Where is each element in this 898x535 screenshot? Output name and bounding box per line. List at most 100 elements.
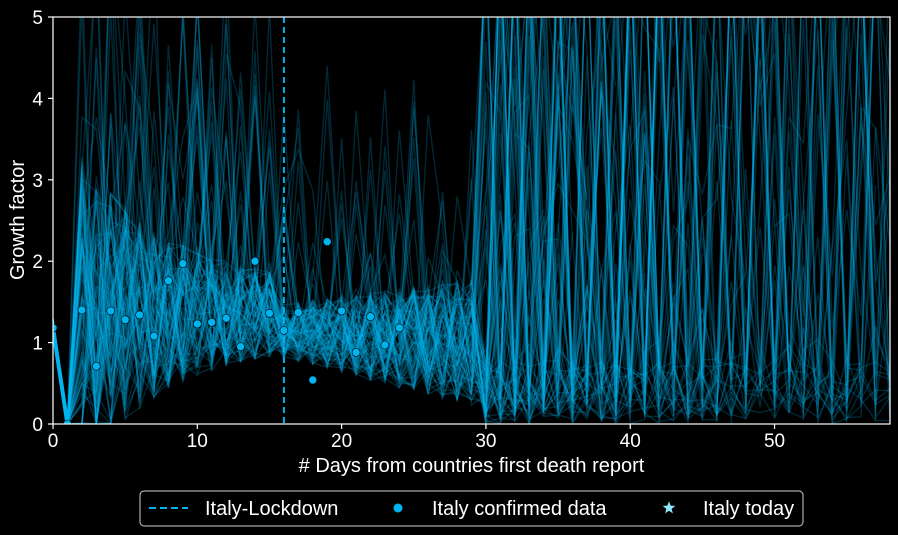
italy-data-point — [279, 326, 289, 335]
italy-data-point — [106, 306, 115, 316]
simulation-trace — [53, 17, 890, 424]
simulation-trace — [53, 17, 890, 424]
legend-italy-data-swatch — [393, 503, 403, 513]
simulation-trace — [53, 17, 890, 424]
legend-italy-data-label: Italy confirmed data — [432, 498, 607, 520]
italy-data-point — [394, 323, 404, 333]
simulation-trace — [53, 17, 890, 424]
simulation-trace — [53, 17, 890, 424]
x-tick-label: 0 — [48, 431, 59, 452]
simulation-trace — [53, 17, 890, 424]
y-tick-label: 5 — [32, 8, 43, 29]
simulation-trace — [53, 17, 571, 424]
simulation-trace — [53, 17, 704, 424]
simulation-trace — [53, 147, 473, 424]
simulation-trace — [53, 17, 631, 424]
simulation-trace — [53, 17, 675, 424]
legend-box — [139, 490, 804, 527]
legend-italy-today-swatch — [660, 498, 678, 516]
simulation-trace — [53, 17, 528, 424]
x-tick-label: 30 — [475, 431, 496, 452]
simulation-trace — [53, 17, 890, 424]
italy-data-point — [77, 305, 87, 315]
simulation-trace — [53, 98, 559, 424]
simulation-trace — [53, 17, 890, 424]
simulation-trace — [53, 141, 530, 424]
simulation-trace — [53, 17, 473, 424]
simulation-trace — [53, 18, 530, 424]
simulation-trace — [53, 17, 689, 424]
simulation-trace — [53, 17, 673, 424]
simulation-trace — [53, 17, 874, 424]
simulation-trace — [53, 17, 588, 424]
simulation-trace — [53, 17, 499, 424]
y-tick-label: 3 — [32, 171, 43, 192]
simulation-trace — [53, 17, 574, 424]
italy-data-point — [193, 319, 202, 329]
simulation-trace — [53, 17, 704, 424]
simulation-trace — [53, 17, 574, 424]
simulation-trace — [53, 81, 646, 424]
simulation-trace — [53, 17, 890, 424]
legend: Italy-Lockdown Italy confirmed data Ital… — [139, 490, 804, 527]
italy-data-point — [250, 256, 260, 266]
simulation-trace — [53, 17, 890, 424]
simulation-trace — [53, 129, 472, 424]
x-tick-label: 20 — [331, 431, 352, 452]
y-tick-label: 0 — [32, 415, 43, 436]
legend-lockdown-label: Italy-Lockdown — [205, 498, 338, 520]
simulation-trace — [53, 17, 484, 424]
simulation-trace — [53, 32, 660, 424]
simulation-trace — [53, 17, 890, 424]
simulation-trace — [53, 17, 890, 424]
italy-data-point — [366, 312, 375, 321]
y-tick-label: 2 — [32, 252, 43, 273]
simulation-trace — [53, 17, 646, 424]
italy-initial-segment — [53, 327, 70, 424]
simulation-trace — [53, 17, 833, 424]
italy-data-point — [380, 340, 390, 350]
simulation-trace — [53, 17, 890, 424]
simulation-trace — [53, 17, 603, 424]
simulation-trace — [53, 17, 890, 424]
simulation-trace — [53, 17, 877, 424]
simulation-trace — [53, 17, 890, 424]
simulation-trace — [53, 17, 890, 424]
simulation-trace — [53, 17, 516, 424]
italy-data-point — [149, 331, 159, 341]
italy-data-point — [265, 308, 274, 318]
italy-data-point — [337, 306, 346, 316]
italy-data-point — [351, 348, 361, 357]
simulation-trace — [53, 17, 877, 424]
simulation-trace — [53, 17, 890, 424]
simulation-trace — [53, 39, 530, 424]
simulation-trace — [53, 17, 890, 424]
italy-data-point — [53, 323, 58, 333]
simulation-trace — [53, 17, 631, 424]
simulation-trace — [53, 17, 718, 424]
legend-italy-today-label: Italy today — [703, 498, 794, 520]
y-tick-label: 1 — [32, 334, 43, 355]
simulation-trace — [53, 17, 588, 424]
simulation-trace — [53, 17, 862, 424]
italy-data-point — [308, 375, 318, 385]
simulation-trace — [53, 17, 805, 424]
simulation-trace — [53, 17, 530, 424]
simulation-trace — [53, 17, 877, 424]
simulation-trace — [53, 17, 802, 424]
simulation-trace — [53, 17, 617, 424]
simulation-trace — [53, 17, 889, 424]
simulation-trace — [53, 17, 675, 424]
simulation-trace — [53, 17, 718, 424]
italy-data-point — [92, 361, 101, 371]
x-tick-label: 10 — [187, 431, 208, 452]
italy-data-point — [63, 419, 72, 424]
italy-data-point — [164, 276, 173, 286]
x-tick-label: 40 — [620, 431, 641, 452]
simulation-trace — [53, 17, 890, 424]
simulation-trace — [53, 17, 513, 424]
simulation-trace — [53, 17, 874, 424]
simulation-trace — [53, 95, 545, 424]
